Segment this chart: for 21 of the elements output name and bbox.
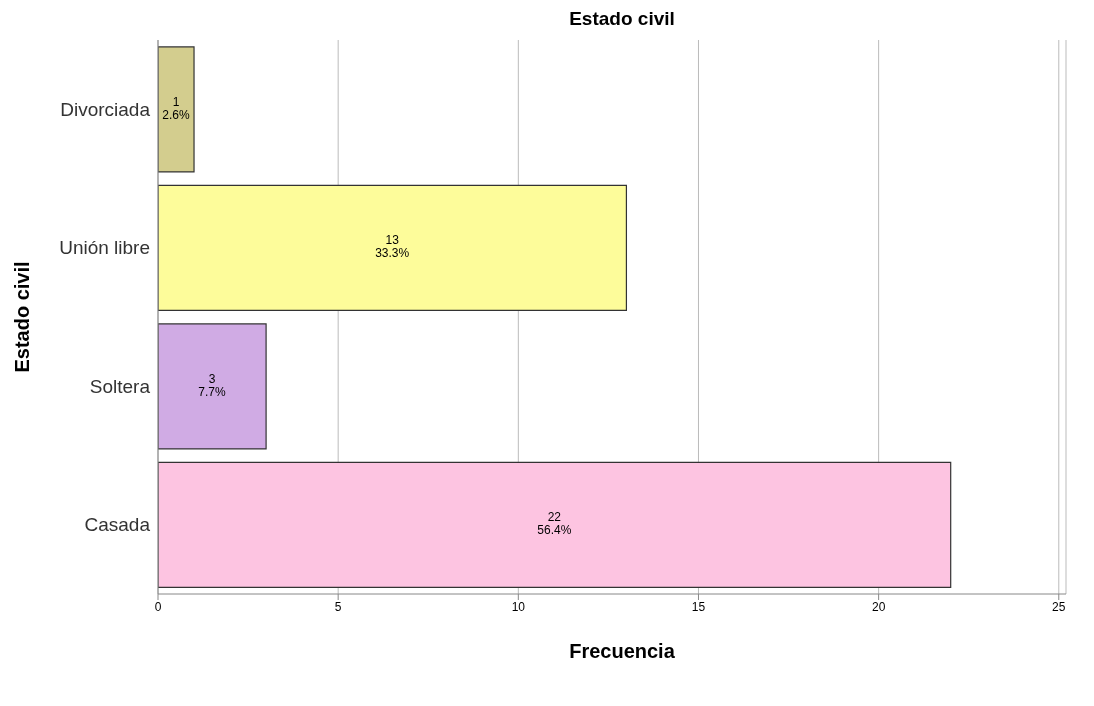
bar (158, 184, 628, 312)
x-tick-label: 10 (511, 599, 526, 614)
y-tick-label: Casada (84, 514, 151, 536)
data-label: 22 56.4% (537, 510, 572, 538)
x-axis-title: Frecuencia (568, 640, 676, 663)
bar (158, 461, 952, 589)
chart-title: Estado civil (568, 8, 676, 31)
data-label: 1 2.6% (162, 95, 191, 123)
x-tick-label: 0 (154, 599, 162, 614)
x-tick-label: 20 (871, 599, 886, 614)
y-tick-label: Unión libre (59, 237, 150, 259)
y-axis-title: Estado civil (11, 261, 34, 373)
x-tick-label: 15 (691, 599, 706, 614)
bar (158, 46, 195, 173)
data-label: 3 7.7% (198, 372, 227, 400)
y-tick-label: Soltera (89, 375, 151, 397)
data-label: 13 33.3% (375, 233, 410, 261)
bar (158, 323, 267, 450)
x-tick-label: 5 (334, 599, 342, 614)
y-tick-label: Divorciada (60, 99, 151, 120)
x-tick-label: 25 (1052, 599, 1066, 614)
